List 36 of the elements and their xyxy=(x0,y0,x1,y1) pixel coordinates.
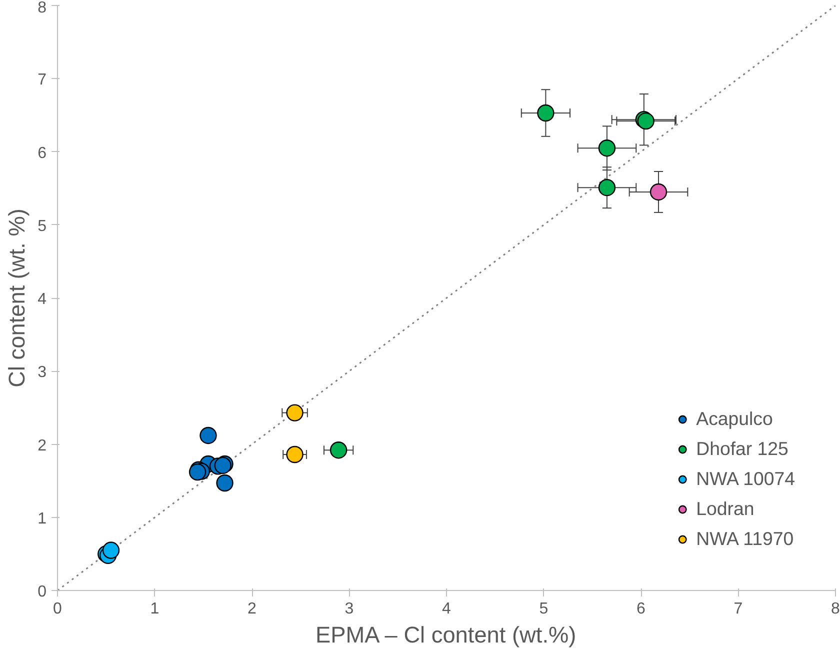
legend-label: NWA 10074 xyxy=(696,468,795,490)
x-tick-label: 4 xyxy=(442,600,452,618)
point xyxy=(650,183,668,201)
point xyxy=(200,426,217,444)
legend-label: Lodran xyxy=(696,498,754,520)
x-tick-label: 1 xyxy=(150,600,160,618)
y-tick-label: 5 xyxy=(38,218,47,235)
y-axis-title: Cl content (wt. %) xyxy=(4,208,30,388)
x-axis-title: EPMA – Cl content (wt.%) xyxy=(316,622,576,648)
point xyxy=(598,140,616,157)
point xyxy=(102,542,120,559)
point xyxy=(598,178,616,196)
legend-label: Acapulco xyxy=(696,408,773,430)
point xyxy=(537,104,554,122)
point xyxy=(188,463,206,481)
y-tick-label: 7 xyxy=(38,72,47,89)
x-tick-label: 2 xyxy=(248,600,257,618)
x-tick-label: 5 xyxy=(539,600,548,618)
y-tick-label: 3 xyxy=(38,364,47,382)
x-tick-label: 7 xyxy=(734,600,743,618)
y-tick-label: 4 xyxy=(38,291,47,308)
x-tick-label: 8 xyxy=(831,600,840,618)
y-tick-label: 1 xyxy=(38,510,47,528)
x-tick-label: 0 xyxy=(53,600,62,618)
legend-label: Dhofar 125 xyxy=(696,438,788,460)
y-tick-label: 6 xyxy=(38,144,47,162)
point xyxy=(330,442,348,459)
point xyxy=(216,474,234,492)
x-tick-label: 6 xyxy=(636,600,646,618)
point xyxy=(286,446,304,464)
y-tick-label: 2 xyxy=(38,437,47,454)
y-tick-label: 8 xyxy=(38,0,47,16)
point xyxy=(286,404,304,422)
y-tick-label: 0 xyxy=(38,584,47,600)
x-tick-label: 3 xyxy=(344,600,354,618)
legend-label: NWA 11970 xyxy=(696,528,794,550)
